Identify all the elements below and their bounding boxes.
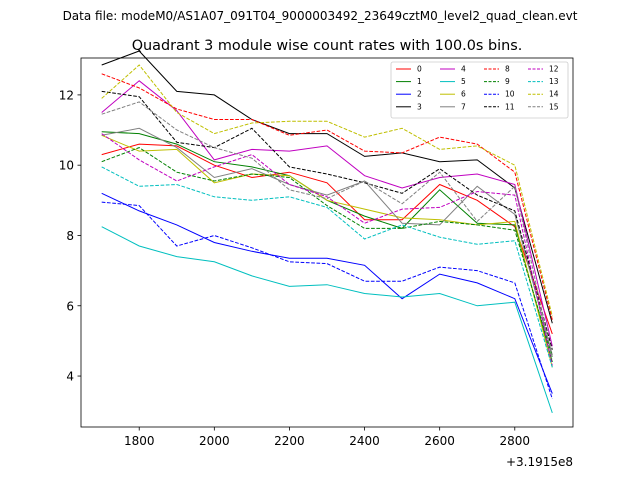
x-axis-ticks: 1800 2000 2200 2400 2600 2800 — [124, 427, 530, 448]
legend-label-14: 14 — [549, 90, 559, 99]
y-tick-label: 10 — [59, 159, 74, 173]
legend-label-2: 2 — [417, 90, 422, 99]
chart-title: Quadrant 3 module wise count rates with … — [132, 38, 523, 54]
legend-label-15: 15 — [549, 102, 559, 111]
legend-label-7: 7 — [461, 102, 466, 111]
series-line-4 — [101, 80, 553, 347]
series-line-10 — [101, 201, 553, 400]
legend-label-8: 8 — [505, 65, 510, 74]
series-line-11 — [101, 90, 553, 350]
legend-label-13: 13 — [549, 77, 559, 86]
legend-label-11: 11 — [505, 102, 515, 111]
axes-frame — [80, 57, 574, 428]
series-line-13 — [101, 166, 553, 368]
x-tick-label: 1800 — [124, 434, 155, 448]
legend-label-1: 1 — [417, 77, 422, 86]
x-tick-label: 2400 — [349, 434, 380, 448]
x-tick-label: 2800 — [500, 434, 531, 448]
series-line-9 — [101, 147, 553, 357]
series-line-8 — [101, 73, 553, 320]
y-tick-label: 8 — [66, 229, 74, 243]
series-line-3 — [101, 50, 553, 324]
legend-label-10: 10 — [505, 90, 515, 99]
legend-label-12: 12 — [549, 65, 559, 74]
y-tick-label: 4 — [66, 370, 74, 384]
series-line-14 — [101, 64, 553, 317]
x-offset-label: +3.1915e8 — [506, 455, 573, 469]
series-line-12 — [101, 133, 553, 366]
series-line-7 — [101, 127, 553, 356]
legend-label-0: 0 — [417, 65, 422, 74]
legend-label-4: 4 — [461, 65, 466, 74]
legend-label-6: 6 — [461, 90, 466, 99]
y-axis-ticks: 4 6 8 10 12 — [59, 88, 81, 384]
x-tick-label: 2600 — [424, 434, 455, 448]
x-tick-label: 2200 — [274, 434, 305, 448]
chart-suptitle: Data file: modeM0/AS1A07_091T04_90000034… — [63, 9, 578, 23]
series-lines — [101, 50, 553, 414]
y-tick-label: 12 — [59, 88, 74, 102]
y-tick-label: 6 — [66, 299, 74, 313]
x-tick-label: 2000 — [199, 434, 230, 448]
legend-label-5: 5 — [461, 77, 466, 86]
legend-frame — [390, 61, 569, 119]
legend-label-3: 3 — [417, 102, 422, 111]
series-line-15 — [101, 101, 553, 359]
series-line-2 — [101, 192, 553, 394]
series-line-0 — [101, 143, 553, 335]
series-line-5 — [101, 226, 553, 414]
legend-label-9: 9 — [505, 77, 510, 86]
